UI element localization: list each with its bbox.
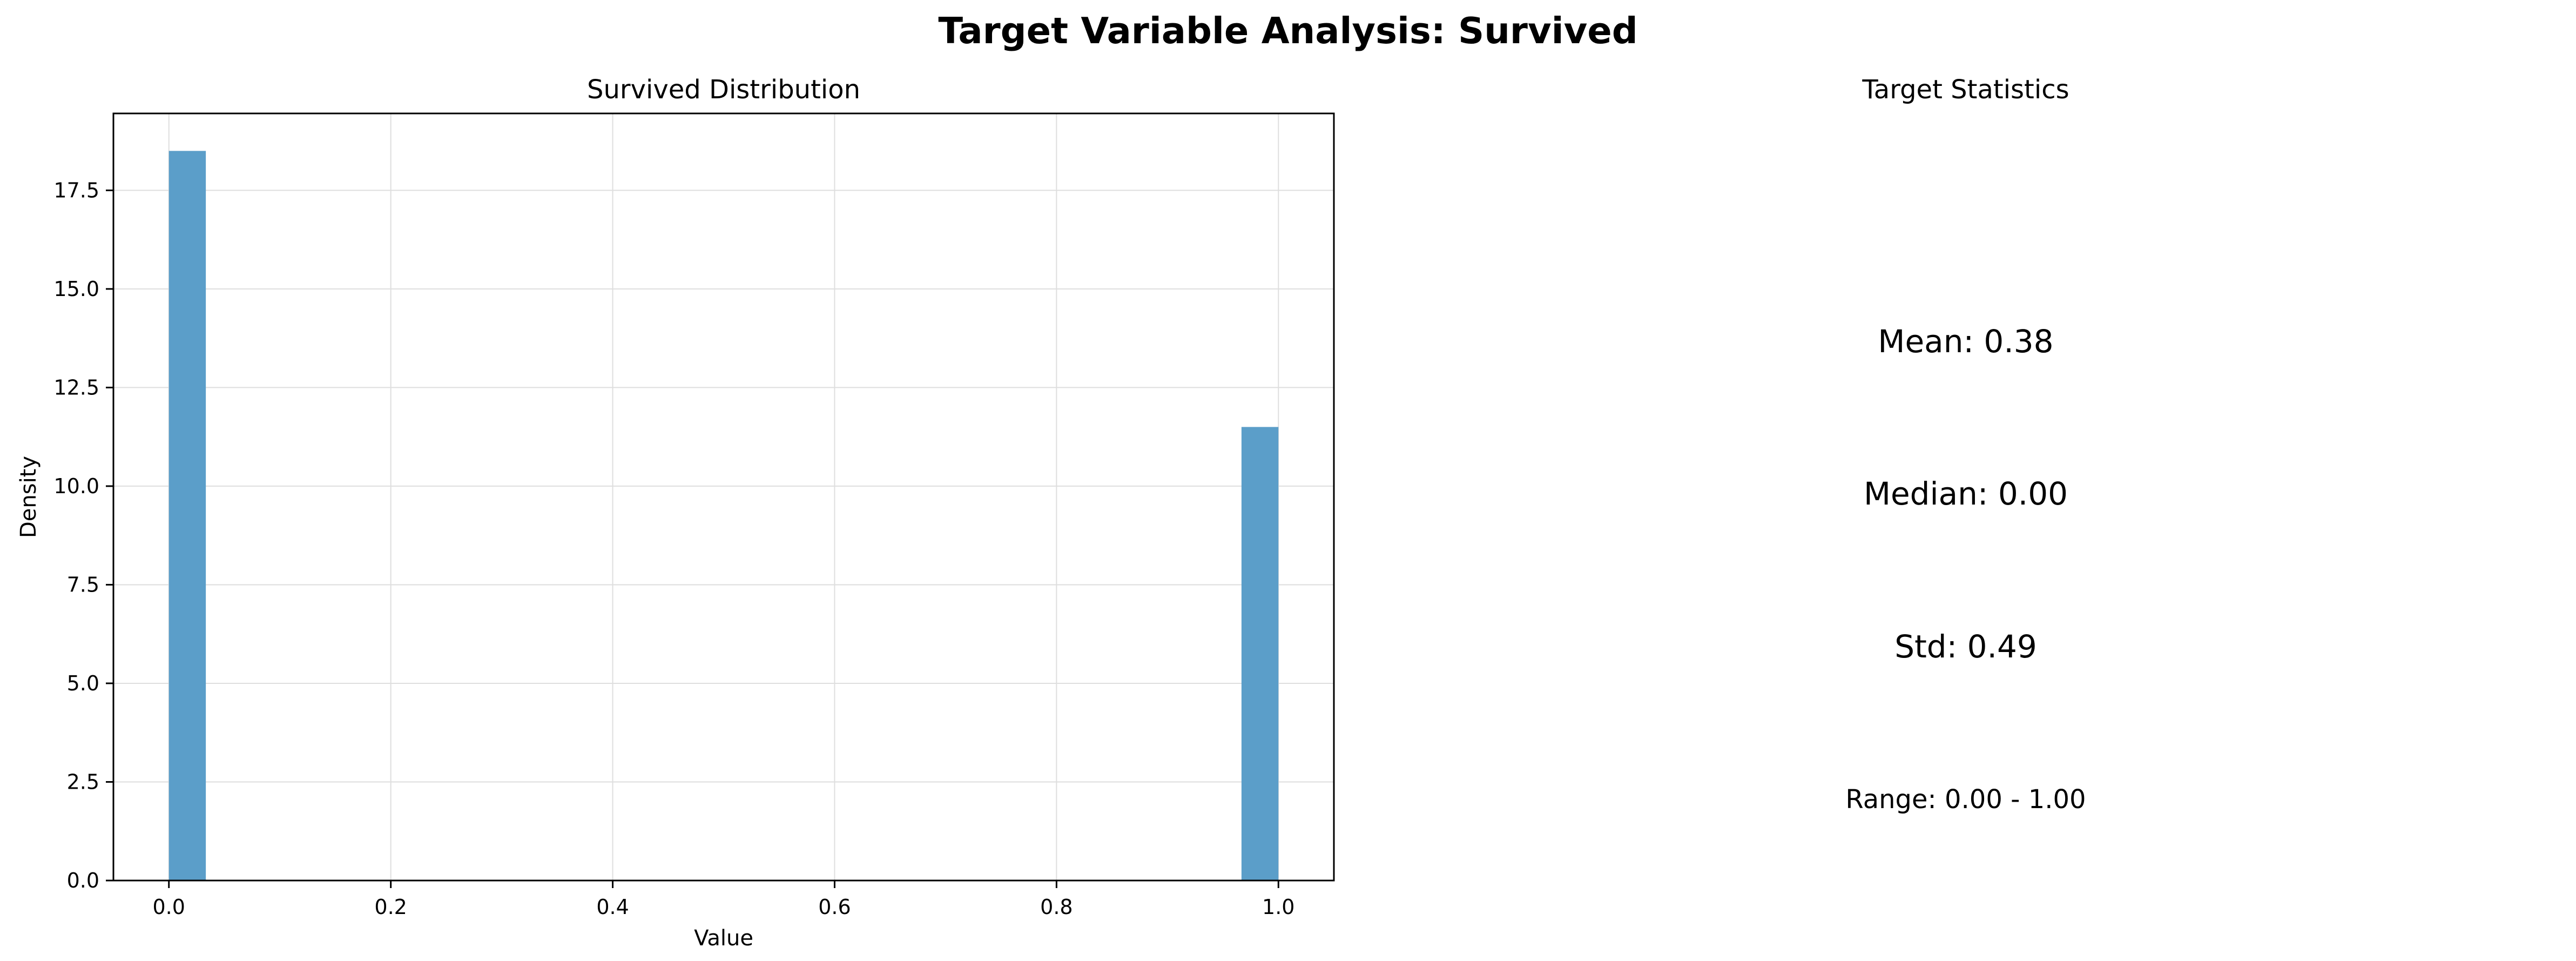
- y-tick-label: 17.5: [53, 178, 99, 202]
- figure-title: Target Variable Analysis: Survived: [938, 10, 1638, 52]
- y-tick-label: 15.0: [53, 277, 99, 301]
- chart-title: Survived Distribution: [587, 75, 860, 105]
- histogram-bar: [168, 151, 206, 881]
- x-tick-label: 0.0: [153, 895, 185, 919]
- stat-mean: Mean: 0.38: [1878, 323, 2054, 360]
- bars-layer: [168, 151, 1279, 881]
- y-tick-label: 7.5: [67, 573, 99, 596]
- ticks-layer: 0.0 0.2 0.4 0.6 0.8 1.0 0.0 2.5 5.0 7.5 10.0 12.5 15…: [53, 178, 1294, 919]
- stat-std: Std: 0.49: [1894, 628, 2037, 665]
- y-tick-label: 0.0: [67, 869, 99, 892]
- y-tick-label: 2.5: [67, 770, 99, 794]
- y-axis-label: Density: [16, 456, 41, 538]
- x-tick-label: 0.2: [374, 895, 407, 919]
- stats-title: Target Statistics: [1862, 75, 2069, 105]
- x-tick-label: 0.4: [596, 895, 629, 919]
- y-tick-label: 10.0: [53, 474, 99, 498]
- x-tick-label: 0.6: [818, 895, 851, 919]
- histogram-bar: [1241, 427, 1279, 881]
- x-axis-label: Value: [694, 926, 753, 951]
- y-tick-label: 12.5: [53, 375, 99, 399]
- x-tick-label: 0.8: [1040, 895, 1073, 919]
- grid-layer: [113, 113, 1334, 881]
- stat-median: Median: 0.00: [1863, 475, 2068, 512]
- stat-range: Range: 0.00 - 1.00: [1845, 784, 2086, 815]
- x-tick-label: 1.0: [1262, 895, 1294, 919]
- y-tick-label: 5.0: [67, 671, 99, 695]
- plot-frame: [112, 112, 1335, 882]
